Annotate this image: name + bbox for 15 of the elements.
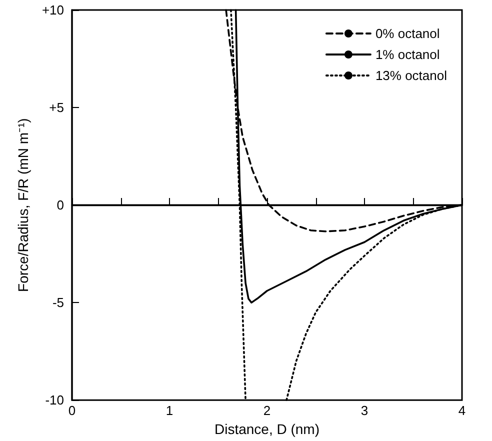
y-axis-title: Force/Radius, F/R (mN m⁻¹) bbox=[15, 118, 31, 292]
y-tick-label: -10 bbox=[45, 392, 64, 408]
x-tick-label: 3 bbox=[360, 403, 368, 418]
y-tick-label: +5 bbox=[49, 100, 64, 116]
y-tick-label: -5 bbox=[52, 295, 64, 310]
x-tick-label: 1 bbox=[166, 403, 174, 418]
y-tick-label: +10 bbox=[42, 2, 64, 18]
x-tick-label: 2 bbox=[263, 403, 271, 418]
legend-label: 0% octanol bbox=[375, 26, 440, 41]
y-tick-label: 0 bbox=[56, 198, 64, 213]
legend-label: 1% octanol bbox=[375, 47, 440, 62]
x-tick-label: 0 bbox=[68, 403, 76, 418]
legend-label: 13% octanol bbox=[375, 68, 448, 83]
x-tick-label: 4 bbox=[458, 403, 466, 418]
x-axis-title: Distance, D (nm) bbox=[214, 421, 320, 437]
